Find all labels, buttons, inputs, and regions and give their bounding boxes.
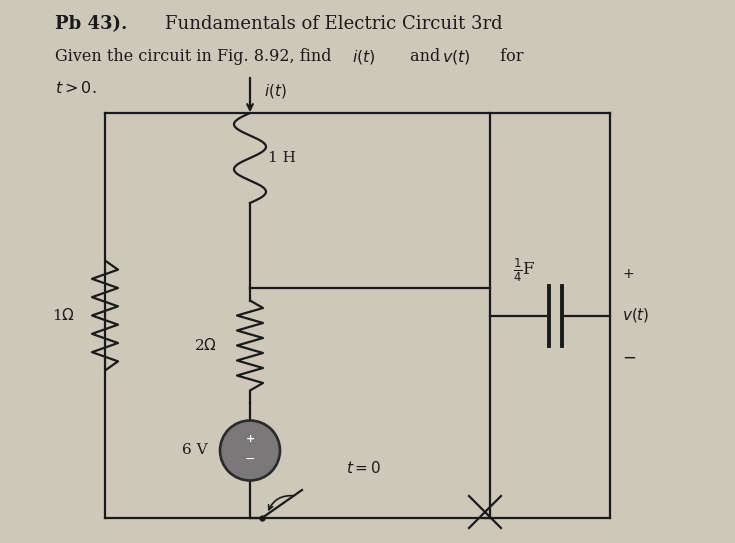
Text: $i(t)$: $i(t)$ <box>264 82 287 100</box>
Text: +: + <box>622 267 634 281</box>
Text: and: and <box>405 48 445 65</box>
Text: 6 V: 6 V <box>182 444 208 458</box>
Text: $\frac{1}{4}$F: $\frac{1}{4}$F <box>513 257 535 284</box>
Text: 1 H: 1 H <box>268 151 296 165</box>
Text: $i(t)$: $i(t)$ <box>352 48 376 66</box>
Text: −: − <box>622 349 636 367</box>
Text: +: + <box>245 434 254 445</box>
Text: −: − <box>245 453 255 466</box>
Text: Fundamentals of Electric Circuit 3rd: Fundamentals of Electric Circuit 3rd <box>165 15 503 33</box>
Circle shape <box>220 420 280 481</box>
Text: 1$\Omega$: 1$\Omega$ <box>51 307 74 324</box>
Text: Given the circuit in Fig. 8.92, find: Given the circuit in Fig. 8.92, find <box>55 48 337 65</box>
Text: for: for <box>495 48 523 65</box>
Text: 2$\Omega$: 2$\Omega$ <box>193 338 216 353</box>
Text: $t = 0$: $t = 0$ <box>346 460 381 476</box>
Text: Pb 43).: Pb 43). <box>55 15 127 33</box>
Text: $v(t)$: $v(t)$ <box>442 48 471 66</box>
Text: $t > 0$.: $t > 0$. <box>55 80 97 97</box>
Text: $v(t)$: $v(t)$ <box>622 306 650 325</box>
